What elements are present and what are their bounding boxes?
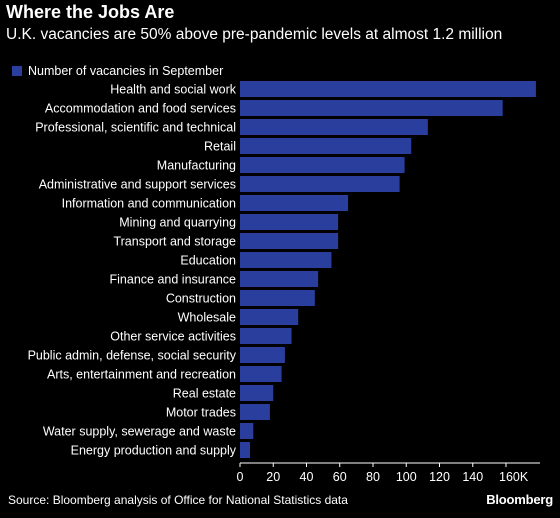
x-tick-label: 60 (333, 470, 347, 484)
category-label: Energy production and supply (71, 444, 237, 458)
bar (240, 119, 428, 135)
category-label: Education (180, 254, 236, 268)
category-label: Information and communication (62, 197, 236, 211)
x-tick-label: 140 (462, 470, 483, 484)
category-label: Administrative and support services (39, 178, 236, 192)
source-note: Source: Bloomberg analysis of Office for… (8, 493, 348, 507)
bar (240, 214, 339, 230)
category-label: Water supply, sewerage and waste (43, 425, 236, 439)
bar (240, 157, 405, 173)
bar (240, 347, 285, 363)
category-label: Other service activities (110, 330, 236, 344)
bar (240, 328, 292, 344)
bar (240, 271, 319, 287)
category-label: Finance and insurance (110, 273, 237, 287)
chart-title: Where the Jobs Are (6, 2, 175, 22)
bar (240, 442, 250, 458)
bar (240, 195, 349, 211)
x-tick-label: 0 (237, 470, 244, 484)
x-tick-label: 100 (396, 470, 417, 484)
bar (240, 423, 254, 439)
x-tick-label: 40 (300, 470, 314, 484)
category-label: Health and social work (110, 83, 237, 97)
category-label: Retail (204, 140, 236, 154)
bar (240, 100, 503, 116)
category-label: Real estate (173, 387, 236, 401)
chart-subtitle: U.K. vacancies are 50% above pre-pandemi… (6, 26, 503, 43)
bar (240, 176, 400, 192)
category-label: Accommodation and food services (45, 102, 236, 116)
x-tick-label: 120 (429, 470, 450, 484)
category-label: Arts, entertainment and recreation (47, 368, 236, 382)
bar (240, 404, 270, 420)
x-tick-label: 160K (499, 470, 529, 484)
bar (240, 138, 412, 154)
bar (240, 81, 536, 97)
category-label: Motor trades (166, 406, 236, 420)
x-tick-label: 80 (366, 470, 380, 484)
chart-legend: Number of vacancies in September (12, 64, 223, 78)
bloomberg-logo: Bloomberg (486, 492, 553, 507)
bar (240, 233, 339, 249)
category-label: Professional, scientific and technical (35, 121, 236, 135)
bar (240, 385, 274, 401)
bar (240, 252, 332, 268)
legend-label: Number of vacancies in September (28, 64, 224, 78)
category-label: Mining and quarrying (119, 216, 236, 230)
category-label: Public admin, defense, social security (28, 349, 237, 363)
category-label: Wholesale (178, 311, 236, 325)
bar (240, 290, 315, 306)
legend-swatch (12, 66, 22, 76)
category-label: Transport and storage (113, 235, 236, 249)
category-label: Construction (166, 292, 236, 306)
bar (240, 309, 299, 325)
x-tick-label: 20 (266, 470, 280, 484)
bar (240, 366, 282, 382)
category-label: Manufacturing (157, 159, 236, 173)
